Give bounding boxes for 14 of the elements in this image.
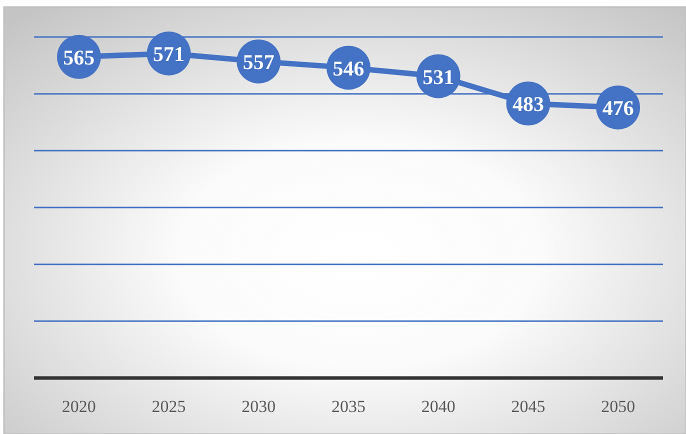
data-label: 531 [422,64,454,89]
data-label: 476 [602,96,634,120]
x-tick-label: 2030 [242,397,276,416]
data-label: 546 [332,56,364,80]
x-tick-label: 2025 [152,397,186,416]
data-label: 557 [242,50,274,74]
x-tick-label: 2045 [511,397,546,416]
x-tick-label: 2050 [601,397,636,416]
data-label: 565 [63,45,95,70]
x-tick-label: 2040 [421,397,456,416]
x-tick-label: 2020 [62,397,96,416]
x-tick-label: 2035 [332,397,366,416]
data-label: 571 [153,42,185,66]
data-label: 483 [512,92,544,116]
